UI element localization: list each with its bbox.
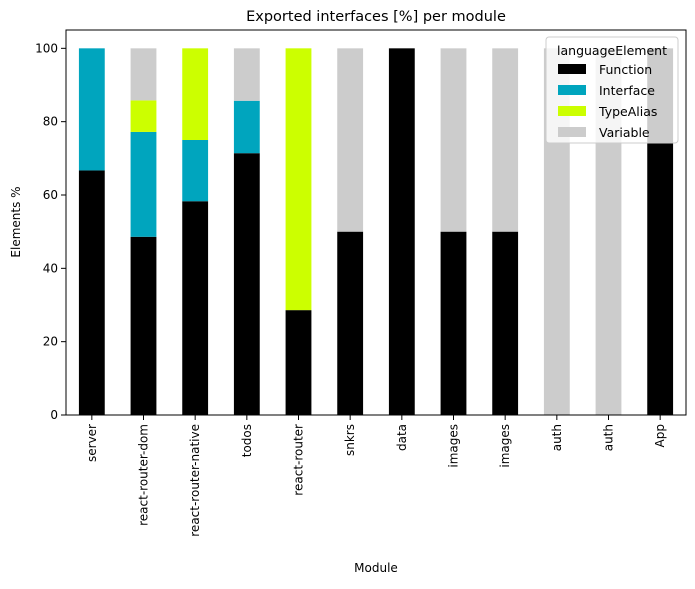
bar-segment-interface-2 [182,140,209,202]
y-tick-label: 80 [43,115,58,129]
x-tick-label: auth [550,424,564,451]
y-axis-label: Elements % [9,186,23,257]
legend-swatch-typealias [558,106,586,116]
bar-segment-interface-0 [78,48,105,171]
bar-segment-typealias-2 [182,48,209,140]
legend-label-variable: Variable [599,125,650,140]
bar-segment-variable-7 [440,48,467,232]
x-tick-label: snkrs [343,424,357,456]
bar-segment-function-4 [285,310,312,415]
legend-box [545,36,679,144]
y-axis: 0 20 40 60 80 100 [35,41,66,422]
legend-swatch-interface [558,85,586,95]
bar-segment-interface-3 [233,100,260,154]
legend-swatch-function [558,64,586,74]
x-tick-label: auth [602,424,616,451]
y-tick-label: 100 [35,41,58,55]
bar-segment-function-3 [233,153,260,415]
legend-swatch-variable [558,127,586,137]
y-tick-label: 20 [43,335,58,349]
x-tick-label: react-router [292,424,306,496]
bar-segment-interface-1 [130,131,157,237]
bar-segment-variable-5 [337,48,364,232]
bar-segment-function-5 [337,231,364,415]
bar-segment-function-6 [388,48,415,415]
bar-segment-function-7 [440,231,467,415]
bar-segment-function-8 [492,231,519,415]
bar-segment-function-1 [130,236,157,415]
legend-label-typealias: TypeAlias [598,104,657,119]
y-tick-label: 40 [43,261,58,275]
legend-title: languageElement [557,43,667,58]
x-tick-label: react-router-native [188,424,202,537]
bar-segment-function-2 [182,201,209,415]
x-tick-label: data [395,424,409,451]
chart-title: Exported interfaces [%] per module [246,9,506,25]
x-tick-label: images [498,424,512,468]
x-axis-label: Module [354,561,398,575]
x-tick-label: images [447,424,461,468]
bar-segment-variable-1 [130,48,157,101]
bar-segment-variable-3 [233,48,260,101]
x-tick-label: server [85,424,99,462]
legend: languageElement Function Interface TypeAli… [545,36,679,144]
x-axis: server react-router-dom react-router-nativ… [85,415,667,537]
x-tick-label: react-router-dom [137,424,151,526]
x-tick-label: App [653,424,667,447]
legend-label-interface: Interface [599,83,655,98]
bar-segment-variable-8 [492,48,519,232]
legend-items: Function Interface TypeAlias Variable [558,62,657,140]
bar-segment-typealias-1 [130,100,157,132]
plot-frame [65,29,687,416]
x-tick-label: todos [240,424,254,457]
y-tick-label: 0 [50,408,58,422]
bar-segment-function-0 [78,170,105,415]
y-tick-label: 60 [43,188,58,202]
legend-label-function: Function [599,62,652,77]
bar-segment-typealias-4 [285,48,312,311]
